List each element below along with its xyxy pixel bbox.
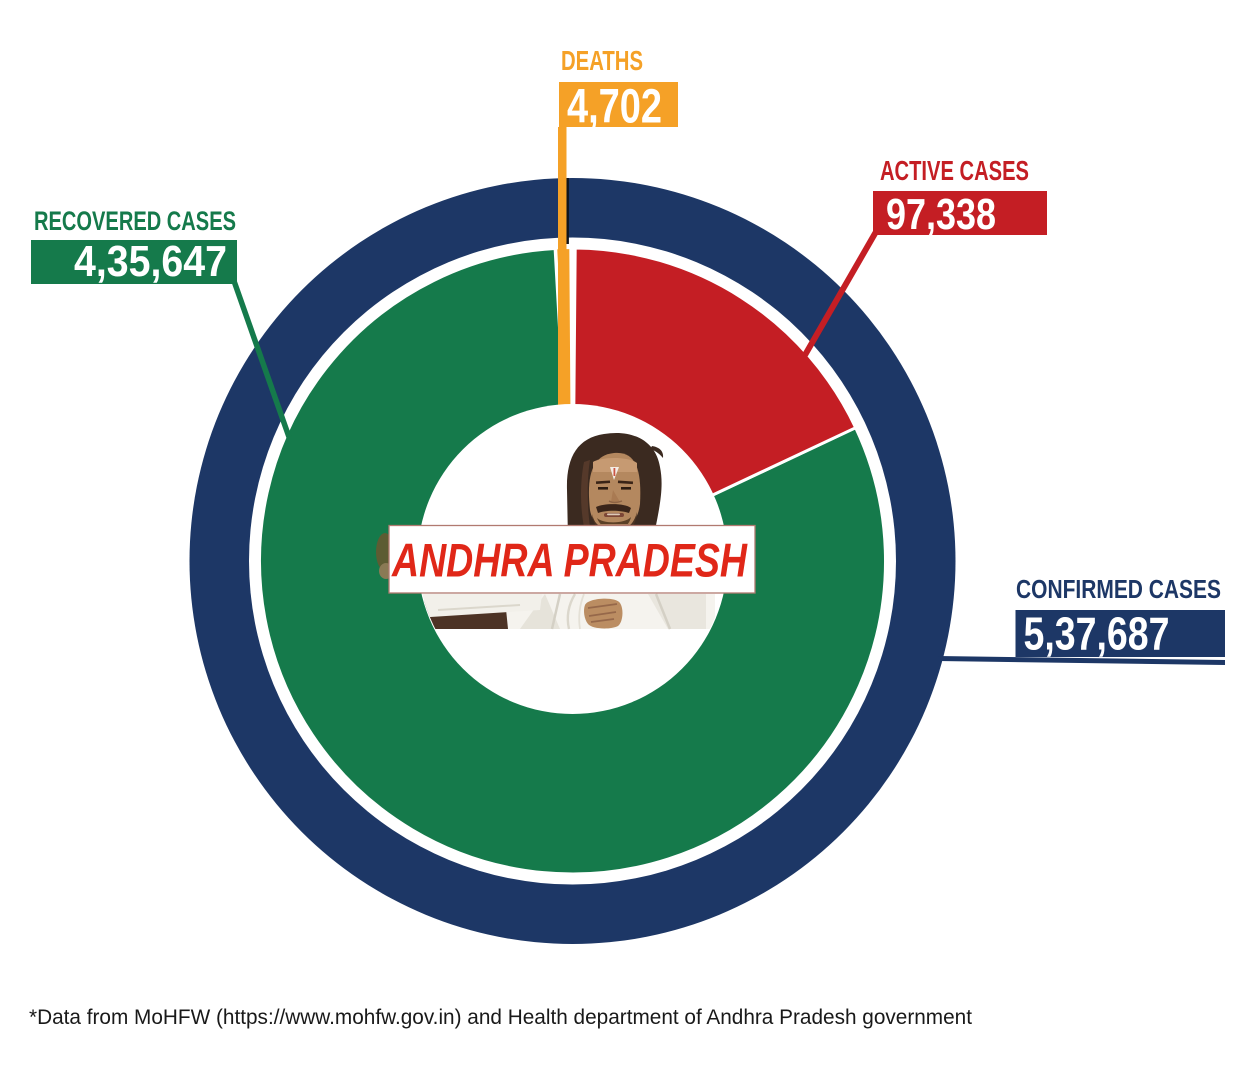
svg-text:97,338: 97,338 bbox=[886, 190, 996, 239]
svg-text:4,35,647: 4,35,647 bbox=[74, 237, 227, 286]
svg-text:DEATHS: DEATHS bbox=[561, 45, 643, 76]
svg-text:RECOVERED CASES: RECOVERED CASES bbox=[34, 206, 236, 236]
svg-text:ANDHRA PRADESH: ANDHRA PRADESH bbox=[391, 534, 748, 587]
svg-text:4,702: 4,702 bbox=[567, 81, 662, 134]
svg-text:ACTIVE CASES: ACTIVE CASES bbox=[880, 155, 1029, 186]
svg-text:CONFIRMED CASES: CONFIRMED CASES bbox=[1016, 576, 1221, 604]
svg-text:5,37,687: 5,37,687 bbox=[1024, 608, 1170, 660]
svg-text:*Data from MoHFW (https://www.: *Data from MoHFW (https://www.mohfw.gov.… bbox=[29, 1005, 972, 1029]
